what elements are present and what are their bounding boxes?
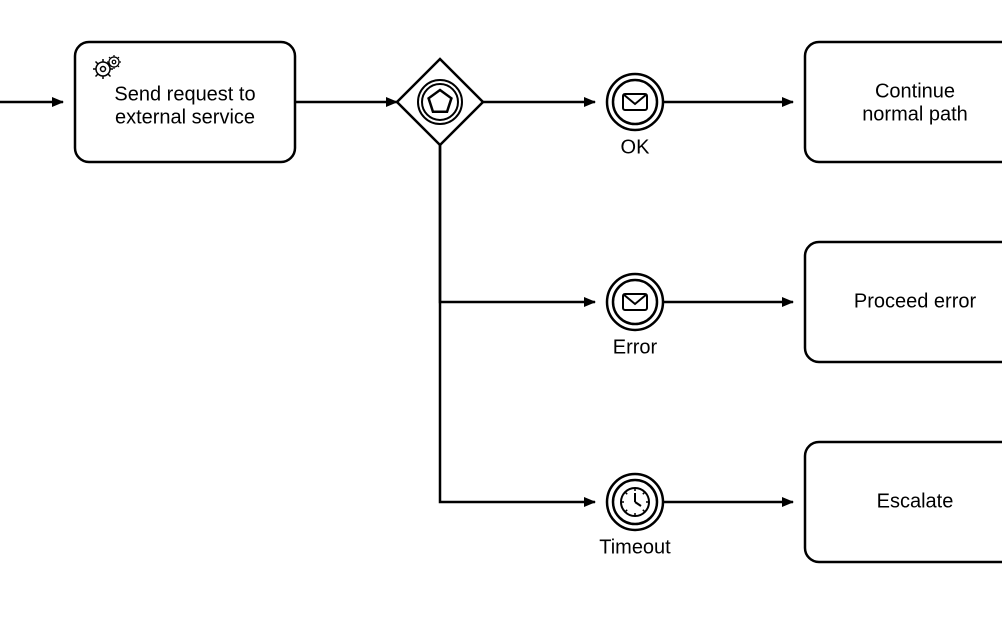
edge-gateway-to-error (440, 145, 595, 302)
task-error-label-1: Proceed error (854, 290, 977, 312)
task-send-label-1: Send request to (114, 83, 255, 105)
task-proceed-error: Proceed error (805, 242, 1002, 362)
event-timeout-label: Timeout (599, 537, 671, 559)
event-error-label: Error (613, 337, 658, 359)
event-ok-label: OK (621, 137, 651, 159)
task-escalate-label-1: Escalate (877, 490, 954, 512)
event-timeout (607, 474, 663, 530)
task-continue-label-1: Continue (875, 80, 955, 102)
edge-gateway-to-timeout (440, 145, 595, 502)
event-error (607, 274, 663, 330)
task-continue-label-2: normal path (862, 103, 968, 125)
task-continue: Continue normal path (805, 42, 1002, 162)
task-send-request: Send request to external service (75, 42, 295, 162)
event-based-gateway (397, 59, 483, 145)
event-ok (607, 74, 663, 130)
task-send-label-2: external service (115, 106, 255, 128)
task-escalate: Escalate (805, 442, 1002, 562)
